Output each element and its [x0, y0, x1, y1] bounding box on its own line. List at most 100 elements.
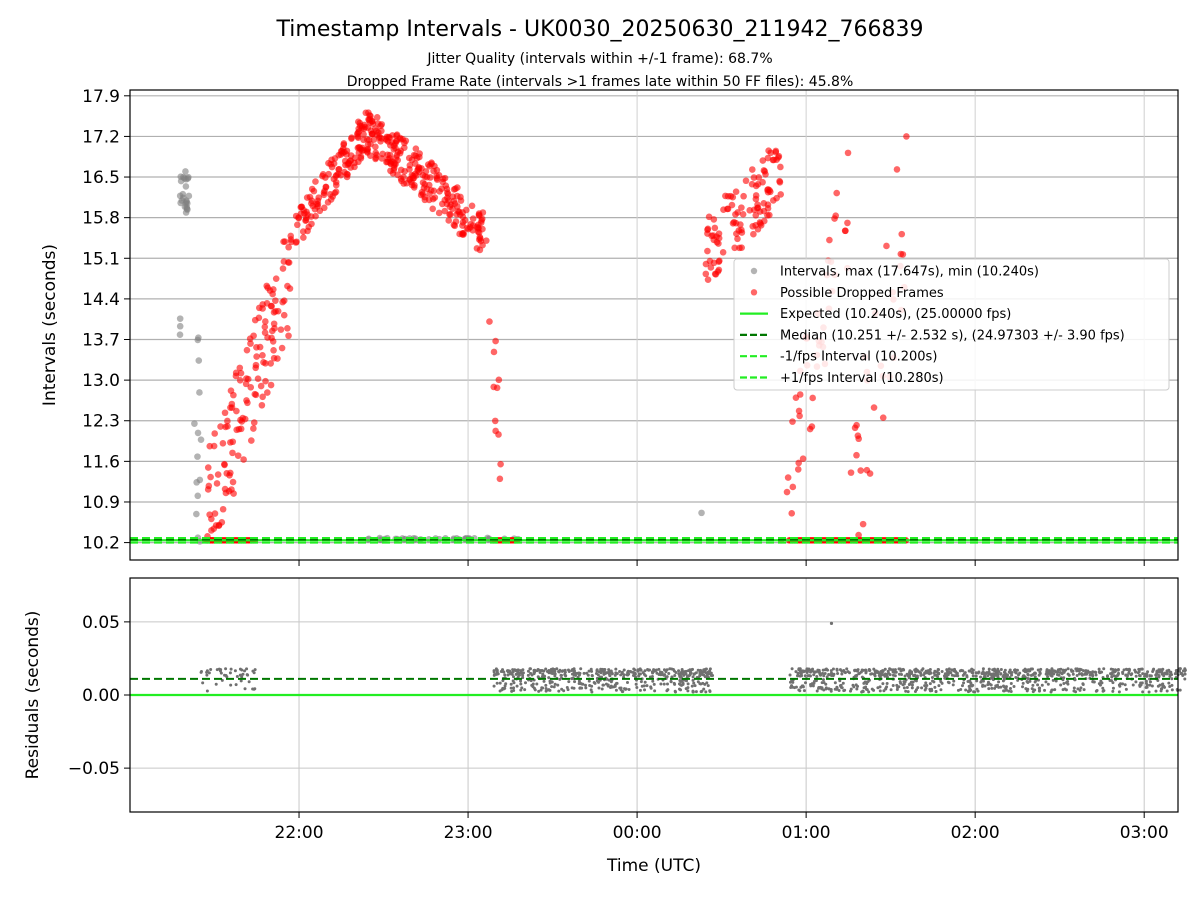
residual-point	[703, 675, 707, 679]
dropped-frame-point	[426, 190, 433, 198]
residual-point	[511, 679, 515, 683]
residual-point	[229, 683, 233, 687]
legend-marker	[750, 289, 758, 296]
residual-point	[1050, 667, 1054, 671]
residual-point	[253, 687, 257, 691]
residual-point	[937, 668, 941, 672]
residual-point	[1001, 679, 1005, 683]
residual-point	[900, 673, 904, 677]
residuals-x-axis-label: Time (UTC)	[606, 856, 701, 876]
residual-point	[532, 672, 536, 676]
residual-point	[685, 674, 689, 678]
residual-point	[905, 672, 909, 676]
residual-point	[827, 673, 831, 677]
residual-point	[841, 681, 845, 685]
dropped-frame-point	[240, 456, 247, 463]
residual-point	[988, 672, 992, 676]
residual-point	[544, 683, 548, 687]
legend-label: +1/fps Interval (10.280s)	[780, 371, 944, 386]
residual-point	[578, 686, 582, 690]
residual-point	[506, 673, 510, 677]
residual-point	[823, 668, 827, 672]
residual-point	[806, 674, 810, 678]
dropped-frame-point	[855, 435, 862, 443]
residual-point	[835, 668, 839, 672]
dropped-frame-point	[243, 375, 250, 382]
dropped-frame-point	[229, 478, 237, 486]
residual-point	[1102, 689, 1106, 693]
residual-point	[1075, 667, 1079, 671]
residual-point	[1138, 674, 1142, 678]
residual-point	[805, 667, 809, 671]
dropped-frame-point	[748, 166, 756, 173]
residual-point	[976, 689, 980, 693]
residual-point	[678, 672, 682, 676]
residual-point	[706, 684, 710, 688]
residual-point	[937, 684, 941, 688]
residual-point	[802, 669, 806, 673]
residual-point	[940, 669, 944, 673]
residual-point	[678, 678, 682, 682]
residual-point	[1085, 672, 1089, 676]
residual-point	[1165, 672, 1169, 676]
residual-point	[891, 683, 895, 687]
residual-point	[881, 682, 885, 686]
dropped-frame-point	[447, 201, 455, 208]
residual-point	[855, 687, 859, 691]
residual-point	[564, 674, 568, 678]
residual-point	[660, 671, 664, 675]
residual-point	[973, 690, 977, 694]
residual-point	[1056, 668, 1060, 672]
intervals-y-axis-label: Intervals (seconds)	[40, 244, 60, 406]
residual-point	[1021, 681, 1025, 685]
dropped-frame-point	[731, 244, 738, 252]
residual-point	[1168, 670, 1172, 674]
dropped-frame-point	[719, 248, 727, 256]
residual-point	[1141, 690, 1145, 694]
residual-point	[908, 674, 912, 678]
dropped-frame-point	[416, 150, 423, 157]
dropped-frame-point	[764, 154, 772, 162]
interval-point	[181, 175, 188, 182]
dropped-frame-point	[497, 460, 504, 468]
residual-point	[921, 667, 925, 671]
residual-point	[669, 680, 673, 684]
residual-point	[651, 671, 655, 675]
residual-point	[906, 690, 910, 694]
dropped-frame-point	[784, 474, 792, 481]
dropped-frame-point	[324, 199, 332, 206]
dropped-frame-point	[228, 486, 235, 493]
residual-point	[842, 669, 846, 673]
interval-point	[176, 322, 184, 330]
residual-point	[908, 670, 912, 674]
residual-point	[895, 683, 899, 687]
dropped-frame-point	[255, 304, 263, 312]
residual-point	[1036, 683, 1040, 687]
residual-point	[673, 674, 677, 678]
dropped-frame-point	[752, 182, 760, 190]
residual-point	[681, 682, 685, 686]
dropped-frame-point	[267, 381, 275, 389]
residual-point	[999, 672, 1003, 676]
residual-point	[493, 673, 497, 677]
residual-point	[247, 680, 251, 684]
dropped-frame-point	[734, 235, 741, 243]
residual-point	[1033, 675, 1037, 679]
intervals-y-tick-label: 10.2	[82, 534, 120, 554]
residual-point	[930, 675, 934, 679]
residual-point	[684, 687, 688, 691]
dropped-frame-point	[788, 510, 796, 517]
residual-point	[512, 675, 516, 679]
residual-point	[609, 670, 613, 674]
residual-point	[643, 669, 647, 673]
residual-point	[1174, 668, 1178, 672]
dropped-frame-point	[208, 515, 215, 523]
residual-point	[1037, 673, 1041, 677]
residual-point	[1077, 669, 1081, 673]
residual-point	[498, 681, 502, 685]
residual-point	[238, 667, 242, 671]
residual-point	[1008, 671, 1012, 675]
residual-point	[503, 673, 507, 677]
dropped-frame-point	[393, 132, 400, 140]
dropped-frame-point	[738, 244, 745, 252]
